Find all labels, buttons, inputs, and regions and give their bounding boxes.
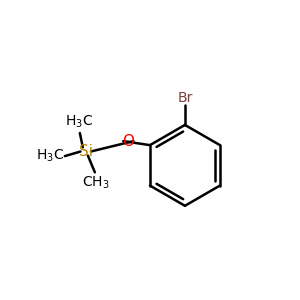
Text: $\mathregular{H_3C}$: $\mathregular{H_3C}$ <box>64 114 93 130</box>
Text: $\mathregular{CH_3}$: $\mathregular{CH_3}$ <box>82 175 110 191</box>
Text: Br: Br <box>177 91 193 105</box>
Text: $\mathregular{H_3C}$: $\mathregular{H_3C}$ <box>36 148 64 164</box>
Text: Si: Si <box>79 144 93 159</box>
Text: O: O <box>122 134 134 148</box>
